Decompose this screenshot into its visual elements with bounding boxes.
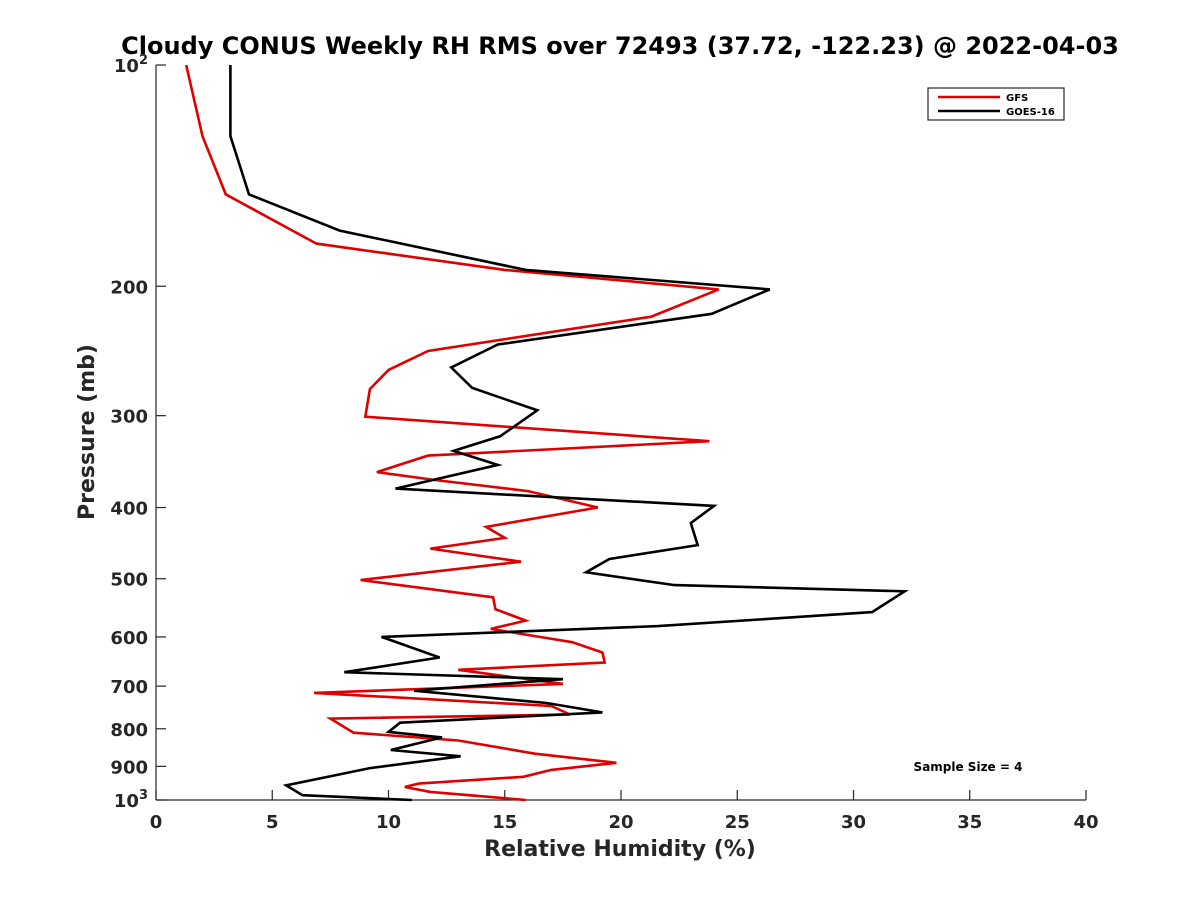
x-tick-label: 15 [492,812,517,833]
x-tick-label: 0 [150,812,163,833]
y-tick-label: 103 [114,788,148,812]
x-tick-label: 5 [266,812,279,833]
x-axis-label: Relative Humidity (%) [484,837,756,862]
series-line-goes-16 [229,65,909,802]
series-line-gfs [184,64,720,802]
sample-size-annotation: Sample Size = 4 [914,760,1023,774]
y-tick-label: 900 [110,757,148,778]
y-tick-label: 300 [110,407,148,428]
x-tick-label: 40 [1073,812,1098,833]
y-axis-label: Pressure (mb) [75,344,100,520]
y-tick-label: 800 [110,720,148,741]
y-tick-label: 200 [110,277,148,298]
y-tick-label: 600 [110,628,148,649]
x-tick-label: 25 [725,812,750,833]
x-tick-label: 20 [608,812,633,833]
chart-title: Cloudy CONUS Weekly RH RMS over 72493 (3… [121,32,1119,60]
axes: 0 5 10 15 20 25 30 35 40 102 200 300 400 500 600 700 800… [110,53,1098,833]
legend-box [927,87,1065,121]
y-tick-label: 400 [110,499,148,520]
x-tick-label: 30 [841,812,866,833]
x-tick-label: 35 [957,812,982,833]
y-tick-label: 500 [110,570,148,591]
series-layer [184,64,909,802]
x-tick-label: 10 [376,812,401,833]
y-tick-label: 700 [110,677,148,698]
legend-label-gfs: GFS [1006,93,1028,104]
legend: GFS GOES-16 [927,87,1065,121]
legend-label-goes-16: GOES-16 [1006,107,1055,118]
y-tick-label: 102 [114,53,148,77]
